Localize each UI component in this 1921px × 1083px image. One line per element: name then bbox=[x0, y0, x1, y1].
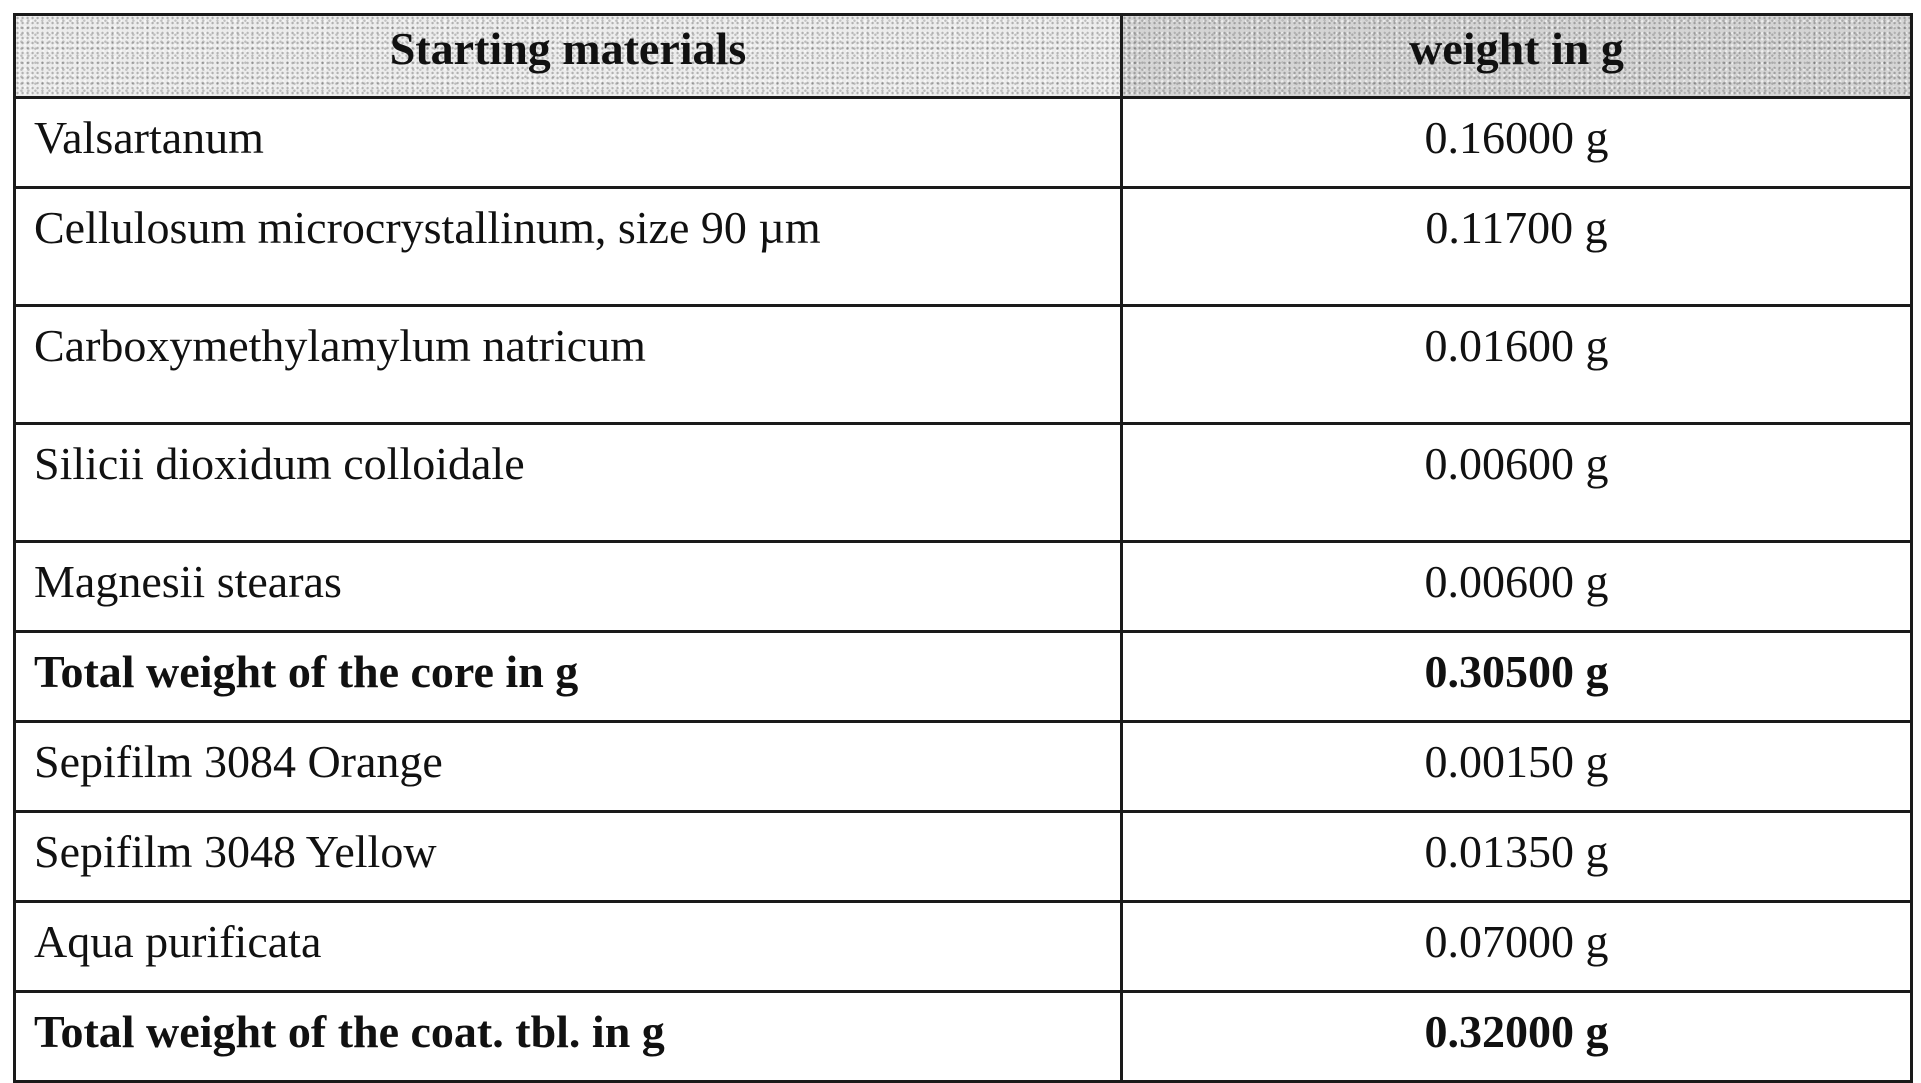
formulation-table-container: Starting materials weight in g Valsartan… bbox=[13, 13, 1913, 1083]
material-weight: 0.11700 g bbox=[1120, 186, 1913, 307]
material-weight: 0.16000 g bbox=[1120, 96, 1913, 189]
material-name: Sepifilm 3048 Yellow bbox=[13, 810, 1123, 903]
header-row: Starting materials weight in g bbox=[13, 13, 1913, 99]
total-weight: 0.32000 g bbox=[1120, 990, 1913, 1083]
total-row-coated-tablet: Total weight of the coat. tbl. in g 0.32… bbox=[13, 990, 1913, 1083]
material-weight: 0.01600 g bbox=[1120, 304, 1913, 425]
total-label: Total weight of the core in g bbox=[13, 630, 1123, 723]
total-weight: 0.30500 g bbox=[1120, 630, 1913, 723]
table-row: Cellulosum microcrystallinum, size 90 µm… bbox=[13, 186, 1913, 307]
table-row: Carboxymethylamylum natricum 0.01600 g bbox=[13, 304, 1913, 425]
material-weight: 0.01350 g bbox=[1120, 810, 1913, 903]
formulation-table: Starting materials weight in g Valsartan… bbox=[13, 13, 1913, 1083]
material-weight: 0.00600 g bbox=[1120, 540, 1913, 633]
table-row: Valsartanum 0.16000 g bbox=[13, 96, 1913, 189]
table-row: Aqua purificata 0.07000 g bbox=[13, 900, 1913, 993]
total-row-core: Total weight of the core in g 0.30500 g bbox=[13, 630, 1913, 723]
material-weight: 0.07000 g bbox=[1120, 900, 1913, 993]
material-weight: 0.00600 g bbox=[1120, 422, 1913, 543]
material-name: Valsartanum bbox=[13, 96, 1123, 189]
table-row: Sepifilm 3084 Orange 0.00150 g bbox=[13, 720, 1913, 813]
header-starting-materials: Starting materials bbox=[13, 13, 1123, 99]
table-row: Magnesii stearas 0.00600 g bbox=[13, 540, 1913, 633]
material-weight: 0.00150 g bbox=[1120, 720, 1913, 813]
table-row: Sepifilm 3048 Yellow 0.01350 g bbox=[13, 810, 1913, 903]
material-name: Silicii dioxidum colloidale bbox=[13, 422, 1123, 543]
material-name: Magnesii stearas bbox=[13, 540, 1123, 633]
material-name: Sepifilm 3084 Orange bbox=[13, 720, 1123, 813]
total-label: Total weight of the coat. tbl. in g bbox=[13, 990, 1123, 1083]
material-name: Aqua purificata bbox=[13, 900, 1123, 993]
table-row: Silicii dioxidum colloidale 0.00600 g bbox=[13, 422, 1913, 543]
material-name: Carboxymethylamylum natricum bbox=[13, 304, 1123, 425]
material-name: Cellulosum microcrystallinum, size 90 µm bbox=[13, 186, 1123, 307]
header-weight: weight in g bbox=[1120, 13, 1913, 99]
